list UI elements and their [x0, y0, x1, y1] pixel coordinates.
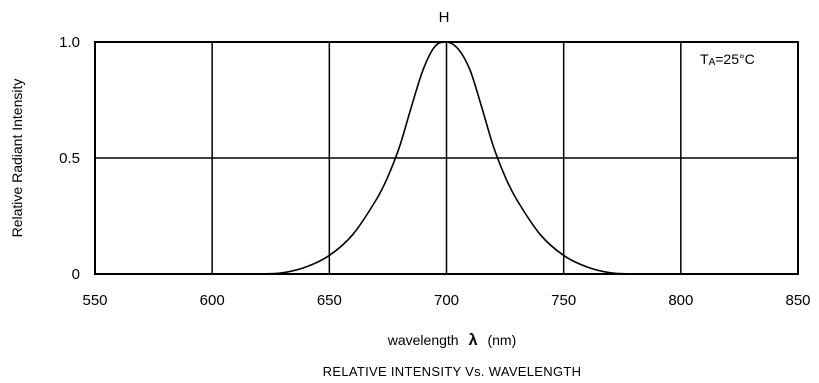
x-tick-label: 550: [82, 292, 107, 309]
x-tick-label: 800: [668, 292, 693, 309]
y-tick-label: 0.5: [59, 150, 80, 167]
x-tick-label: 850: [785, 292, 810, 309]
y-axis-label: Relative Radiant Intensity: [9, 79, 25, 238]
x-tick-labels: 550 600 650 700 750 800 850: [82, 292, 810, 309]
y-tick-label: 1.0: [59, 34, 80, 51]
grid: [95, 42, 798, 274]
x-tick-label: 600: [200, 292, 225, 309]
x-axis-label: wavelength λ (nm): [387, 332, 517, 349]
x-tick-label: 700: [434, 292, 459, 309]
x-tick-label: 650: [317, 292, 342, 309]
x-tick-label: 750: [551, 292, 576, 309]
temperature-annotation: TA=25°C: [700, 51, 755, 68]
y-tick-labels: 0 0.5 1.0: [59, 34, 80, 283]
y-tick-label: 0: [72, 266, 80, 283]
chart-caption: RELATIVE INTENSITY Vs. WAVELENGTH: [323, 364, 582, 379]
series-line: [258, 41, 635, 275]
chart-title: H: [439, 9, 450, 26]
